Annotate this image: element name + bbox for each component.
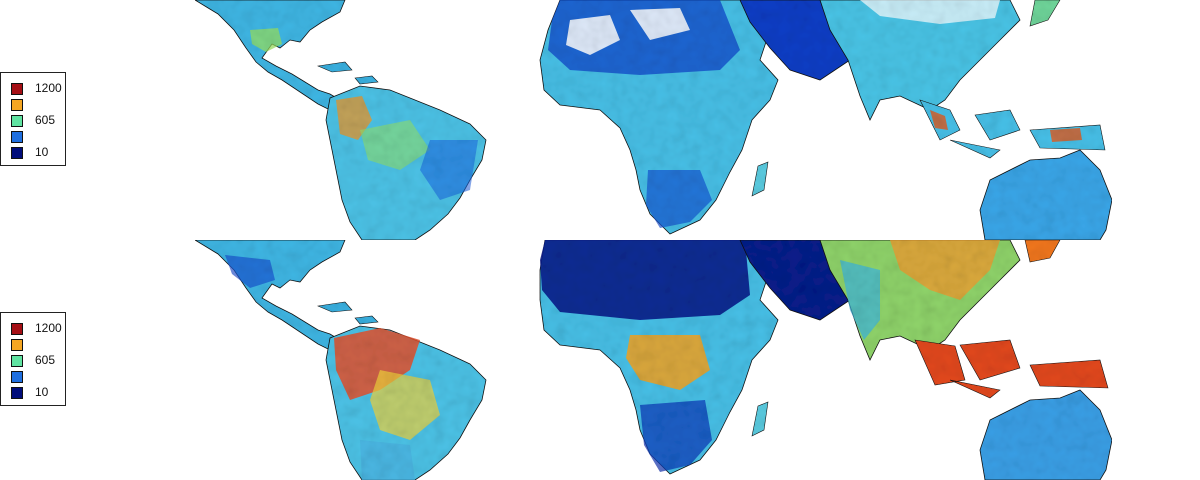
landmass-group bbox=[194, 240, 1113, 480]
legend-label: 10 bbox=[35, 145, 49, 159]
south-america-green-patch bbox=[360, 120, 430, 170]
sahara-dry-region bbox=[540, 240, 750, 320]
australia-landmass bbox=[979, 149, 1113, 240]
asia-white-patch bbox=[860, 0, 1000, 24]
legend-swatch bbox=[11, 323, 23, 335]
legend-label: 10 bbox=[35, 385, 49, 399]
caribbean-islands bbox=[316, 61, 379, 85]
legend-label: 605 bbox=[35, 353, 56, 367]
southern-africa-dry-region bbox=[640, 400, 712, 472]
legend-swatch bbox=[11, 131, 23, 143]
indonesia-wet-patches bbox=[930, 110, 1082, 142]
indonesia-islands bbox=[919, 99, 1106, 159]
legend-bottom: 1200 605 10 bbox=[0, 312, 66, 406]
legend-swatch bbox=[11, 339, 23, 351]
world-map-top bbox=[194, 0, 1113, 240]
legend-swatch bbox=[11, 147, 23, 159]
madagascar bbox=[751, 161, 769, 197]
south-asia-wet-region bbox=[890, 240, 1000, 300]
indonesia-islands bbox=[914, 339, 1109, 399]
legend-top: 1200 605 10 bbox=[0, 72, 66, 166]
map-panel-bottom: 1200 605 10 bbox=[0, 240, 1200, 480]
legend-label: 605 bbox=[35, 113, 56, 127]
legend-swatch bbox=[11, 115, 23, 127]
japan-islands bbox=[1029, 0, 1061, 27]
amazon-wet-region bbox=[334, 328, 420, 400]
southern-africa-dry-region bbox=[646, 170, 712, 228]
north-america-landmass bbox=[194, 240, 357, 353]
japan-islands bbox=[1024, 240, 1061, 263]
legend-swatch bbox=[11, 99, 23, 111]
world-map-bottom bbox=[194, 240, 1113, 480]
legend-label: 1200 bbox=[35, 321, 62, 335]
north-america-blue-patch bbox=[225, 255, 275, 288]
south-america-yellow-region bbox=[370, 370, 440, 440]
south-america-wet-patch bbox=[336, 96, 372, 140]
map-panel-top: 1200 605 10 bbox=[0, 0, 1113, 240]
congo-wet-region bbox=[626, 335, 710, 390]
landmass-group bbox=[194, 0, 1113, 240]
legend-swatch bbox=[11, 387, 23, 399]
caribbean-islands bbox=[316, 301, 379, 325]
india-region bbox=[840, 260, 880, 340]
patagonia-region bbox=[360, 440, 415, 480]
south-america-blue-patch bbox=[420, 140, 478, 200]
legend-swatch bbox=[11, 83, 23, 95]
legend-swatch bbox=[11, 355, 23, 367]
north-america-green-patch bbox=[250, 28, 282, 52]
legend-swatch bbox=[11, 371, 23, 383]
legend-label: 1200 bbox=[35, 81, 62, 95]
north-america-landmass bbox=[194, 0, 357, 113]
sahara-white-patches bbox=[566, 8, 690, 55]
madagascar bbox=[751, 401, 769, 437]
australia-landmass bbox=[979, 389, 1113, 480]
